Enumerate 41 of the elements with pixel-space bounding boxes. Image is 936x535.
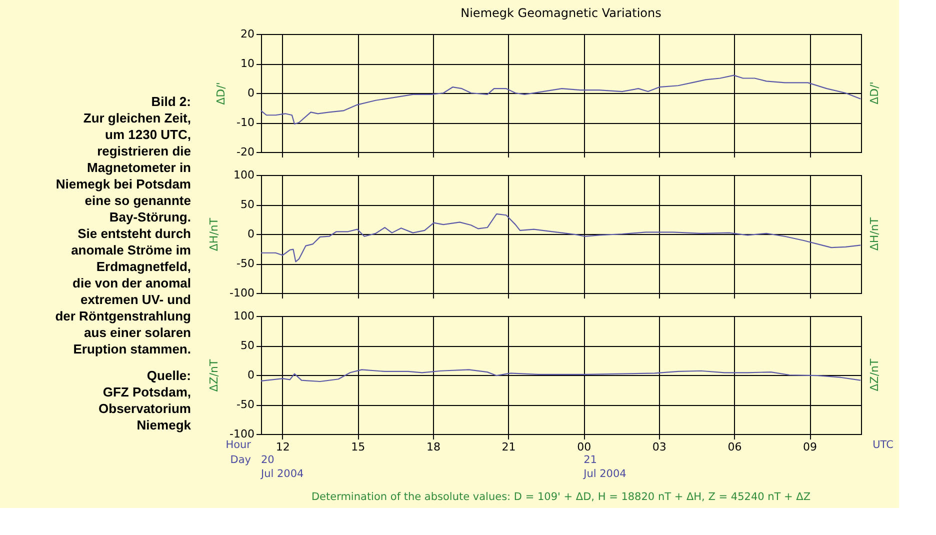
y-tick-label: 0 xyxy=(248,228,254,240)
x-tick-label: 18 xyxy=(426,440,440,454)
y-tick-label: 20 xyxy=(240,28,254,40)
y-axis-title: ΔD/' xyxy=(214,82,228,105)
x-tick-label: 15 xyxy=(351,440,366,454)
y2-axis-title: ΔD/' xyxy=(868,82,881,104)
line-series xyxy=(260,213,862,262)
x-tick-label: 06 xyxy=(728,440,742,454)
y-tick-label: -20 xyxy=(236,146,254,158)
y-tick-label: 0 xyxy=(248,86,254,100)
x-tick-label: 09 xyxy=(803,440,818,454)
y2-axis-title: ΔH/nT xyxy=(868,217,881,251)
y-tick-label: -100 xyxy=(230,428,254,440)
y-tick-label: -50 xyxy=(236,398,254,411)
y-tick-label: 100 xyxy=(234,168,254,182)
text: Hour xyxy=(226,439,252,451)
y-tick-label: 50 xyxy=(240,198,254,211)
y-tick-label: -10 xyxy=(236,116,254,129)
y-tick-label: 10 xyxy=(240,57,254,70)
line-series xyxy=(260,74,862,125)
line-series xyxy=(260,369,862,382)
text: UTC xyxy=(872,439,894,451)
text: Determination of the absolute values: D = 109' + ΔD, H = 18820 nT + ΔH, Z = 45240 nT + ΔZ xyxy=(311,491,811,503)
y-tick-label: 0 xyxy=(248,368,254,382)
text: Day xyxy=(230,454,251,466)
text: 21 Jul 2004 xyxy=(582,454,627,480)
y-tick-label: 100 xyxy=(234,310,254,322)
text: Bild 2: Zur gleichen Zeit, um 1230 UTC, registrieren die Magnetometer in Niemegk bei Potsdam eine so genannte Bay-Störung. Sie entsteht durch anomale Ströme im Erdmagnetfeld, die von der anomal extremen UV- und der Röntgenstrahlung aus einer solaren Eruption stammen. xyxy=(55,94,191,356)
text: 20 Jul 2004 xyxy=(260,454,304,480)
x-tick-label: 03 xyxy=(652,440,666,454)
x-tick-label: 00 xyxy=(577,440,592,454)
chart-title: Niemegk Geomagnetic Variations xyxy=(460,6,662,20)
x-tick-label: 21 xyxy=(502,440,516,454)
y-tick-label: -50 xyxy=(236,257,254,270)
x-tick-label: 12 xyxy=(276,440,290,454)
y-tick-label: -100 xyxy=(230,286,254,300)
source-note: Quelle: GFZ Potsdam, Observatorium Niemegk xyxy=(98,368,192,432)
y2-axis-title: ΔZ/nT xyxy=(868,358,881,392)
y-axis-title: ΔH/nT xyxy=(208,218,221,252)
y-tick-label: 50 xyxy=(240,339,254,352)
y-axis-title: ΔZ/nT xyxy=(208,358,221,392)
